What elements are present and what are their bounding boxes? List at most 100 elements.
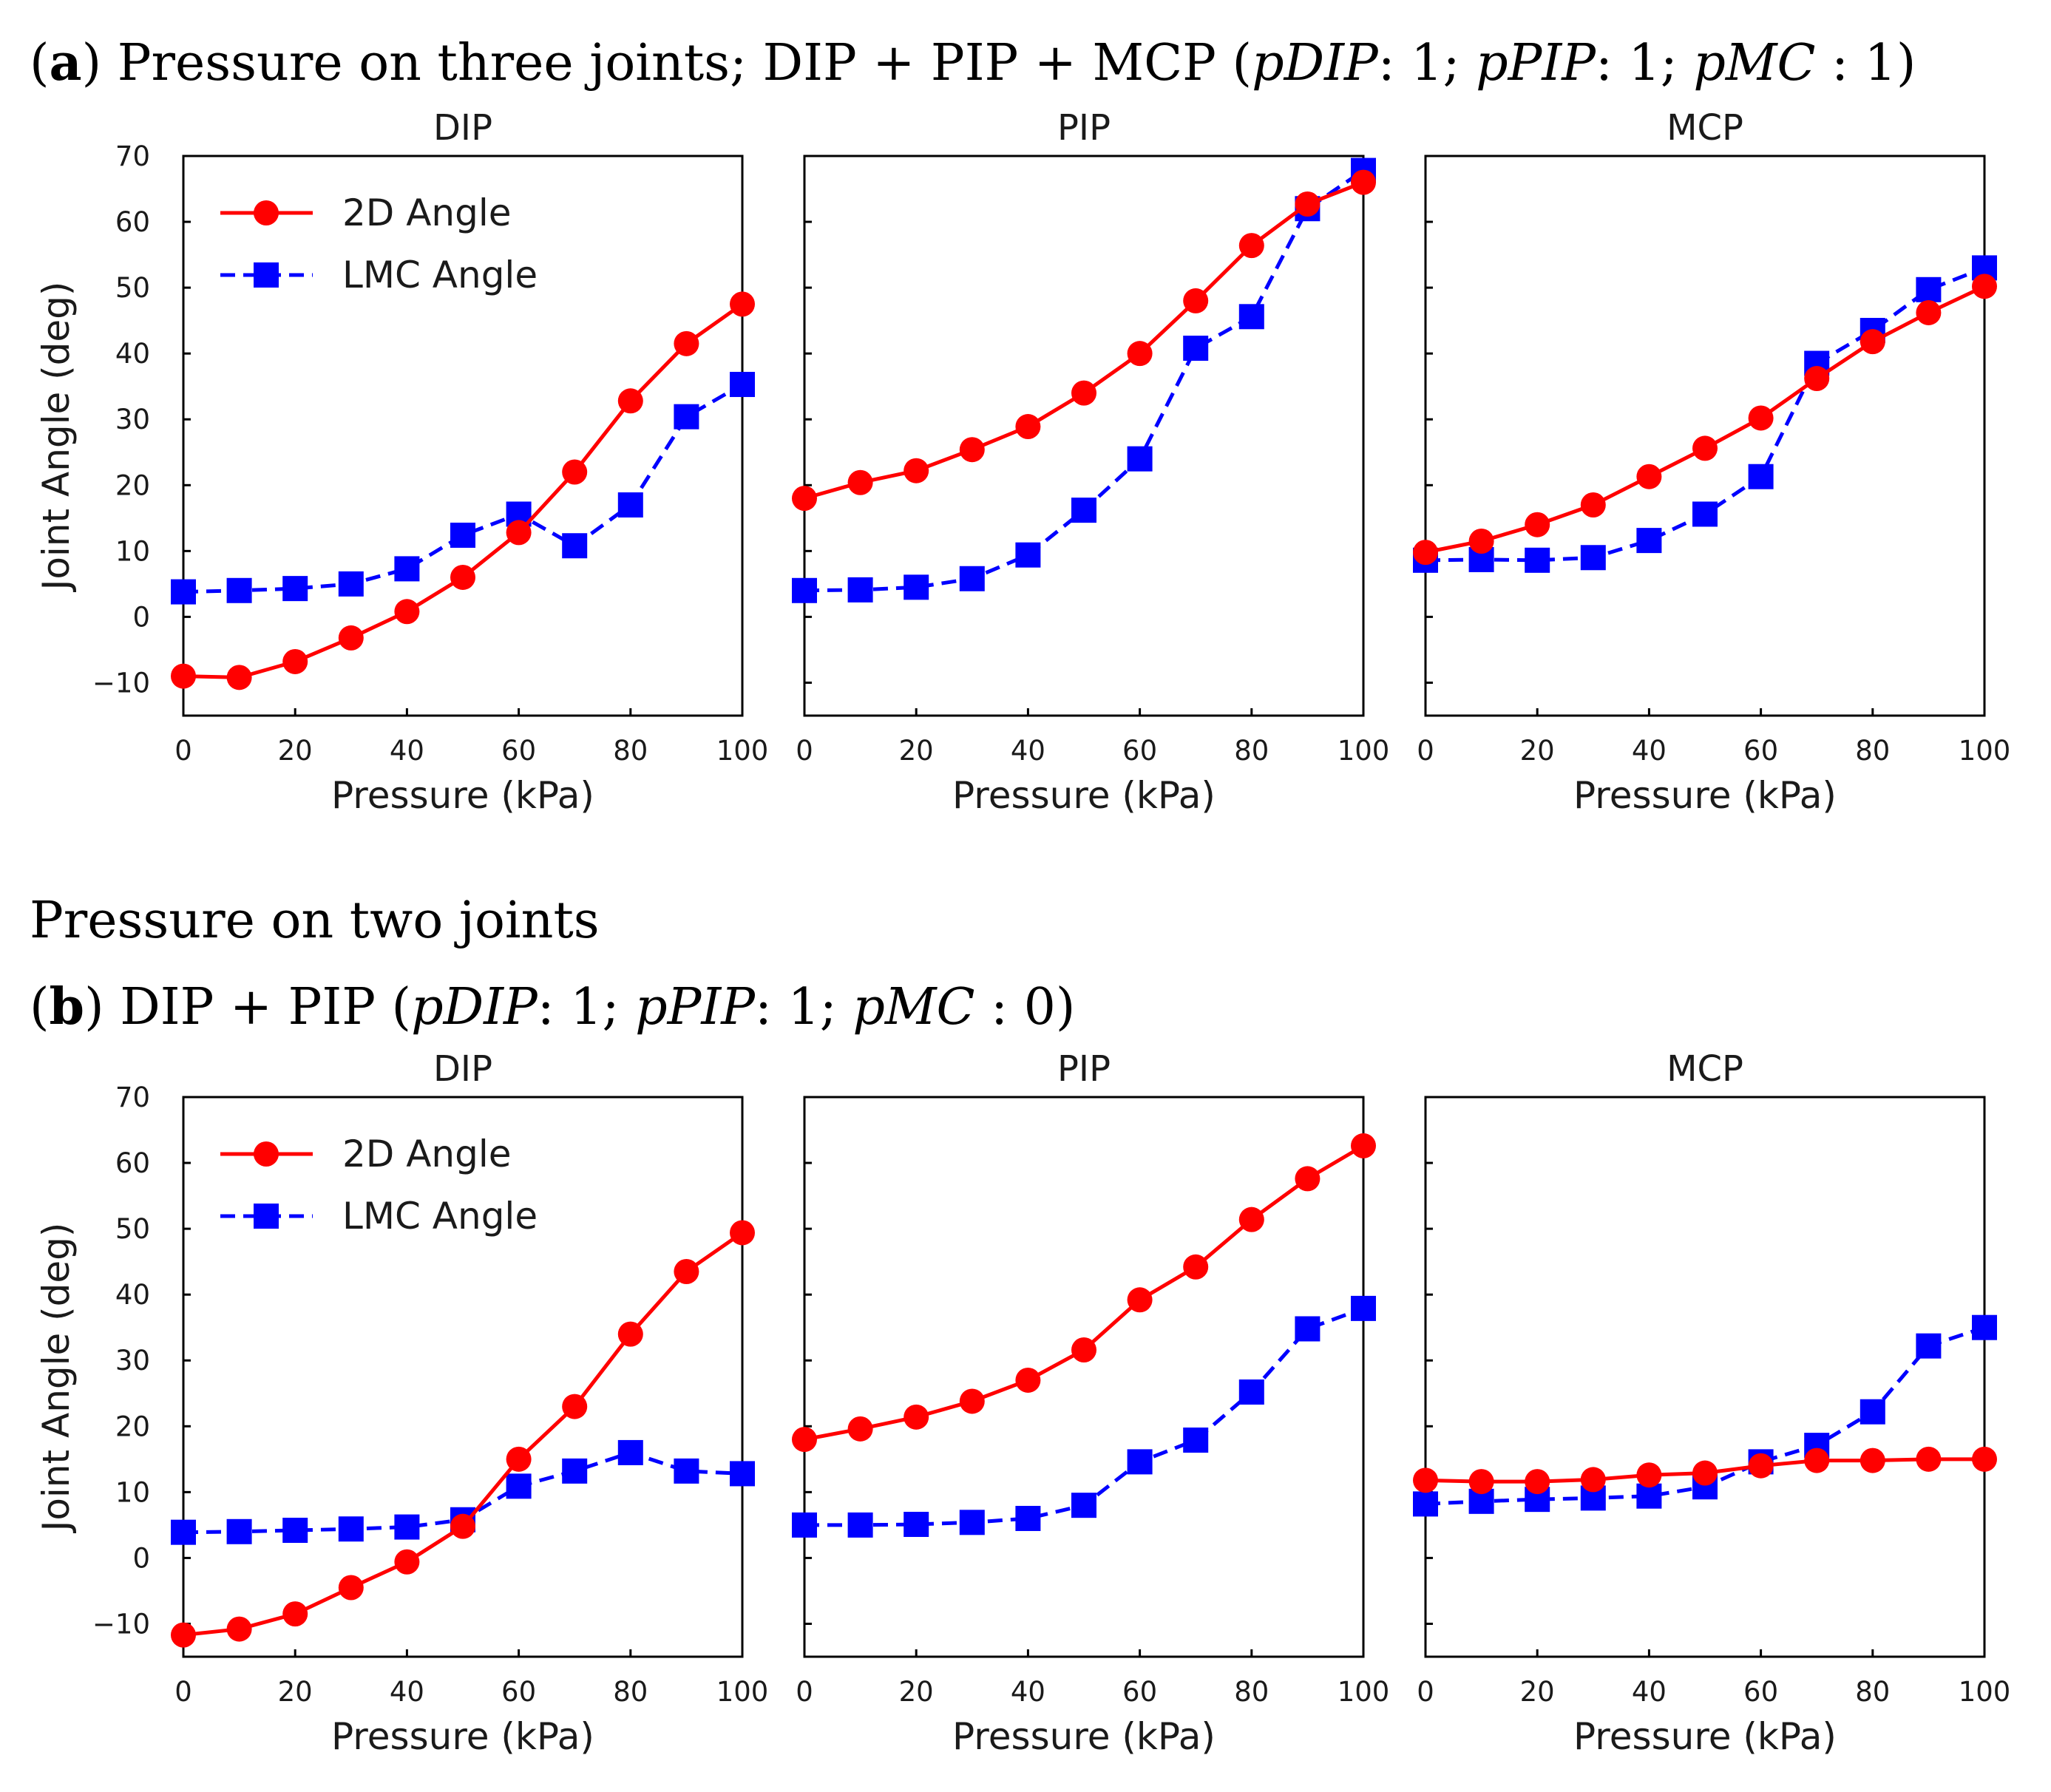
x-tick-label: 40 <box>1011 1676 1045 1708</box>
point-2d <box>847 469 873 495</box>
point-lmc <box>1127 446 1153 472</box>
legend-lmc-label: LMC Angle <box>342 1195 538 1238</box>
point-lmc <box>1071 1493 1096 1518</box>
series-2d-line <box>183 302 744 679</box>
x-tick-label: 60 <box>501 735 536 767</box>
x-axis-label: Pressure (kPa) <box>1573 774 1837 817</box>
y-tick-label: 20 <box>115 469 150 501</box>
point-2d <box>1804 1447 1830 1473</box>
heading-b-val1: : 1; <box>538 978 620 1036</box>
point-lmc <box>1636 1483 1662 1509</box>
panel-title: PIP <box>1057 107 1111 149</box>
point-2d <box>792 1427 817 1453</box>
y-tick-label: 30 <box>115 1345 150 1377</box>
point-lmc <box>1525 547 1550 573</box>
point-lmc <box>506 1473 532 1499</box>
point-lmc <box>1916 1333 1942 1359</box>
x-tick-label: 80 <box>1234 1676 1269 1708</box>
x-tick-label: 100 <box>716 735 769 767</box>
chart-b-dip: DIP 0 20 40 60 80 100 −10 0 10 20 30 40 50 60 70 Pressur… <box>35 1048 768 1758</box>
point-2d <box>1238 1206 1264 1232</box>
point-lmc <box>1183 1427 1209 1453</box>
point-lmc <box>1636 528 1662 554</box>
point-lmc <box>1413 1491 1438 1517</box>
point-2d <box>1748 1453 1774 1479</box>
x-tick-label: 20 <box>278 1676 313 1708</box>
point-2d <box>562 1394 588 1419</box>
point-2d <box>1860 1447 1885 1473</box>
x-axis-label: Pressure (kPa) <box>331 1715 594 1758</box>
x-tick-label: 20 <box>899 735 934 767</box>
x-tick-label: 20 <box>1520 735 1555 767</box>
point-2d <box>959 1388 985 1414</box>
point-lmc <box>1972 1314 1997 1340</box>
heading-section: Pressure on two joints <box>30 892 600 950</box>
point-lmc <box>282 576 308 602</box>
y-tick-label: 40 <box>115 338 150 370</box>
point-2d <box>506 520 532 546</box>
heading-b-param1: pDIP <box>411 978 538 1036</box>
y-tick-label: 30 <box>115 404 150 435</box>
point-lmc <box>847 1512 873 1538</box>
plot-frame <box>182 155 744 717</box>
point-2d <box>1127 1287 1153 1313</box>
point-2d <box>847 1416 873 1442</box>
point-2d <box>1183 288 1209 313</box>
plot-frame <box>1424 155 1986 717</box>
point-2d <box>1580 492 1606 518</box>
point-lmc <box>226 577 252 603</box>
x-tick-label: 100 <box>1338 735 1390 767</box>
point-lmc <box>1238 1379 1264 1405</box>
x-tick-label: 100 <box>1959 735 2011 767</box>
heading-a-param2: pPIP <box>1476 34 1596 92</box>
point-lmc <box>617 492 643 518</box>
point-2d <box>730 291 755 317</box>
x-tick-label: 40 <box>1632 735 1667 767</box>
point-lmc <box>959 566 985 591</box>
heading-b-val3: : 0) <box>991 978 1075 1036</box>
point-lmc <box>904 1511 929 1537</box>
point-lmc <box>1580 545 1606 571</box>
heading-b: (b) DIP + PIP (pDIP: 1; pPIP: 1; pMC : 0… <box>30 977 1075 1036</box>
y-tick-label: 50 <box>115 272 150 304</box>
point-lmc <box>792 577 817 603</box>
x-tick-label: 60 <box>501 1676 536 1708</box>
x-axis-label: Pressure (kPa) <box>1573 1715 1837 1758</box>
y-tick-label: 60 <box>115 206 150 238</box>
x-tick-label: 0 <box>174 1676 192 1708</box>
point-2d <box>617 388 643 414</box>
x-axis-label: Pressure (kPa) <box>952 774 1216 817</box>
point-2d <box>1295 191 1321 217</box>
x-tick-label: 0 <box>1417 735 1434 767</box>
legend: 2D Angle LMC Angle <box>220 191 538 296</box>
point-lmc <box>1183 336 1209 362</box>
point-lmc <box>338 1516 364 1542</box>
point-lmc <box>394 1514 420 1540</box>
point-lmc <box>674 404 699 430</box>
y-tick-label: 60 <box>115 1147 150 1179</box>
heading-b-text: DIP + PIP ( <box>120 978 411 1036</box>
y-tick-label: 40 <box>115 1279 150 1311</box>
point-lmc <box>562 1458 588 1484</box>
point-2d <box>1183 1254 1209 1280</box>
heading-a-label: a <box>50 33 82 92</box>
x-tick-label: 40 <box>1632 1676 1667 1708</box>
point-2d <box>226 665 252 690</box>
plot-frame <box>1424 1096 1986 1658</box>
point-2d <box>1916 299 1942 325</box>
point-lmc <box>1238 304 1264 330</box>
point-lmc <box>847 577 873 603</box>
point-2d <box>1468 528 1494 554</box>
point-lmc <box>1015 542 1041 568</box>
legend-2d-marker <box>254 1141 279 1167</box>
point-2d <box>1525 1469 1550 1495</box>
y-tick-label: 10 <box>115 1476 150 1508</box>
chart-a-dip: DIP 0 20 40 60 80 100 −10 0 10 20 30 40 50 60 70 Pressur… <box>35 107 768 817</box>
point-2d <box>394 1549 420 1575</box>
point-lmc <box>1015 1505 1041 1531</box>
y-tick-label: −10 <box>92 1608 150 1640</box>
legend-lmc-marker <box>254 1204 279 1229</box>
chart-b-pip: PIP 0 20 40 60 80 100 Pressure (kPa) <box>792 1048 1389 1758</box>
point-lmc <box>1071 498 1096 523</box>
point-2d <box>338 625 364 651</box>
